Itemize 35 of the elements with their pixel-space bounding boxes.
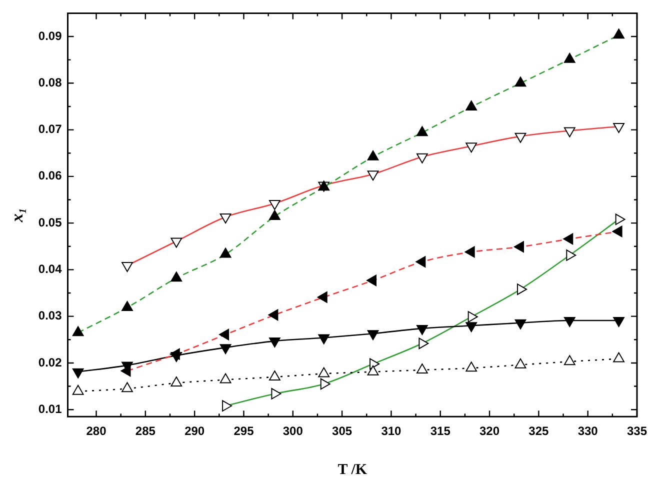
y-tick-label: 0.07 [38,122,62,136]
point [613,352,624,362]
point [514,358,526,368]
y-tick-label: 0.02 [38,355,62,370]
x-tick-label: 315 [430,424,451,438]
y-tick-label: 0.01 [38,402,62,416]
x-tick-label: 335 [626,424,648,438]
x-tick-label: 310 [381,424,402,438]
x-tick-label: 295 [234,424,254,438]
x-tick-label: 285 [135,424,156,438]
y-tick-label: 0.03 [38,308,62,323]
y-tick-label: 0.08 [38,75,62,90]
point [466,362,478,372]
x-tick-label: 300 [282,424,304,438]
point [269,370,280,380]
point [122,382,133,392]
point [170,376,182,387]
point [564,355,576,366]
y-tick-label: 0.04 [38,262,62,276]
point [416,363,428,374]
x-tick-label: 325 [528,424,550,438]
y-tick-label: 0.06 [38,168,62,183]
x-tick-label: 330 [578,424,598,438]
x-tick-label: 305 [332,424,352,438]
x-tick-label: 320 [480,424,500,438]
y-tick-label: 0.05 [38,215,62,230]
x-tick-label: 290 [184,424,205,438]
point [318,367,330,378]
x-tick-label: 280 [86,424,107,438]
x-axis-title: T /K [338,462,368,478]
y-axis-title: x₁ [8,208,27,224]
point [72,384,84,395]
point [367,365,379,376]
y-tick-label: 0.09 [38,28,62,43]
point [220,373,232,384]
